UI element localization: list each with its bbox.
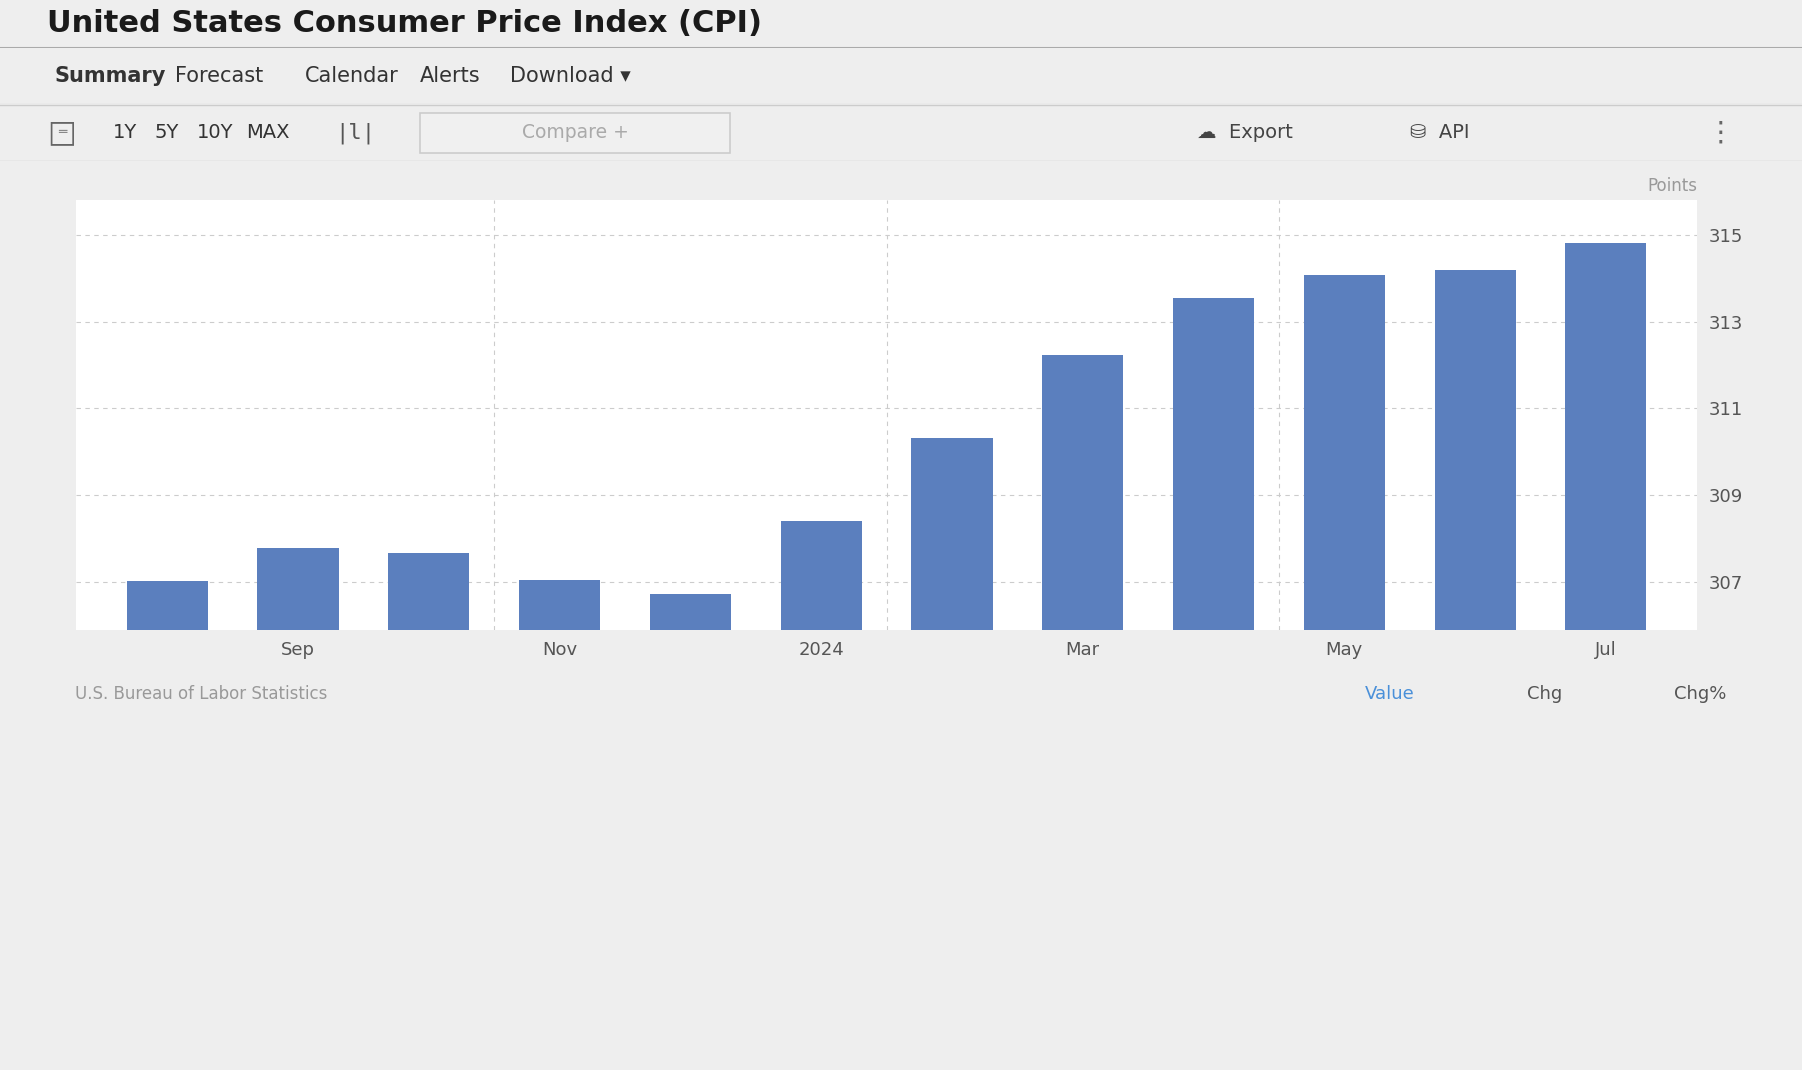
Text: Chg: Chg [1528, 685, 1562, 703]
FancyBboxPatch shape [420, 113, 730, 153]
Bar [258, 548, 339, 630]
Bar [912, 438, 993, 630]
Text: Summary: Summary [56, 66, 166, 86]
Bar [1042, 355, 1123, 630]
Text: United States Consumer Price Index (CPI): United States Consumer Price Index (CPI) [47, 10, 762, 39]
Text: U.S. Bureau of Labor Statistics: U.S. Bureau of Labor Statistics [76, 685, 328, 703]
Text: Points: Points [1647, 177, 1697, 195]
Text: MAX: MAX [247, 123, 290, 142]
Bar [387, 553, 469, 630]
Text: Calendar: Calendar [305, 66, 398, 86]
Text: |l|: |l| [335, 122, 375, 143]
Text: ☁  Export: ☁ Export [1197, 123, 1294, 142]
Bar [1305, 275, 1386, 630]
Bar [651, 594, 732, 630]
Text: ═: ═ [58, 125, 67, 139]
Bar [1434, 271, 1515, 630]
Bar [1173, 297, 1254, 630]
Text: Compare +: Compare + [521, 123, 629, 142]
Text: Chg%: Chg% [1674, 685, 1726, 703]
Bar [519, 580, 600, 630]
Text: 10Y: 10Y [196, 123, 232, 142]
Bar [1566, 243, 1647, 630]
Text: Value: Value [1366, 685, 1415, 703]
Text: 5Y: 5Y [155, 123, 178, 142]
Bar [780, 520, 861, 630]
Text: ⛁  API: ⛁ API [1411, 123, 1470, 142]
Text: Forecast: Forecast [175, 66, 263, 86]
Bar [126, 581, 207, 630]
Text: ⋮: ⋮ [1706, 119, 1734, 147]
Text: Alerts: Alerts [420, 66, 481, 86]
Text: 1Y: 1Y [114, 123, 137, 142]
Text: □: □ [47, 119, 76, 148]
Text: Download ▾: Download ▾ [510, 66, 631, 86]
